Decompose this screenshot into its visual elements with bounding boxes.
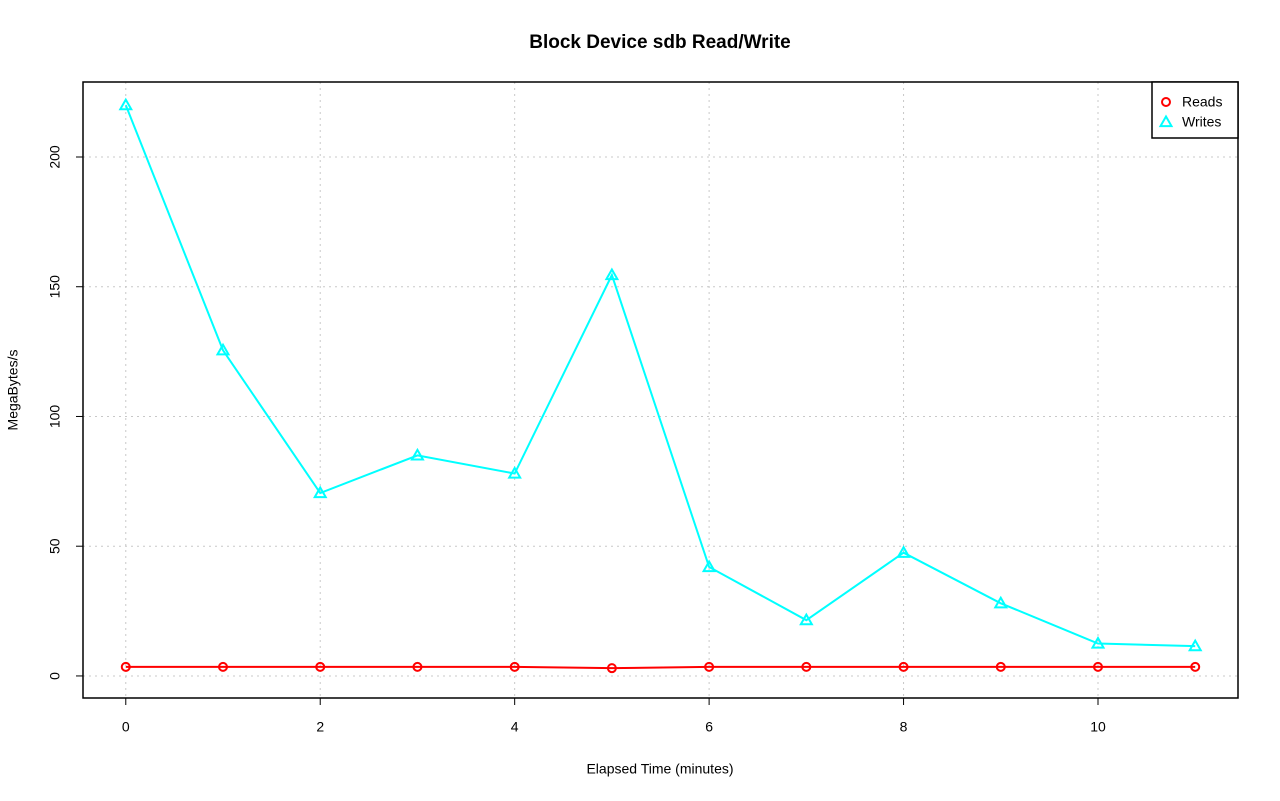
data-point: [412, 661, 423, 672]
legend-marker: [1158, 114, 1174, 128]
data-point: [509, 661, 520, 672]
data-point: [312, 485, 328, 499]
y-tick-label: 200: [47, 145, 63, 169]
x-tick-label: 6: [705, 719, 713, 735]
x-tick-label: 2: [316, 719, 324, 735]
y-tick-label: 100: [47, 405, 63, 429]
data-point: [995, 661, 1006, 672]
x-tick-label: 0: [122, 719, 130, 735]
data-point: [118, 97, 134, 111]
data-point: [704, 661, 715, 672]
data-point: [120, 661, 131, 672]
data-point: [898, 661, 909, 672]
x-tick-label: 4: [511, 719, 519, 735]
data-point: [799, 612, 814, 626]
data-point: [1090, 635, 1106, 649]
data-point: [701, 559, 717, 573]
data-point: [315, 661, 326, 672]
data-point: [801, 661, 812, 672]
legend-label: Writes: [1182, 114, 1221, 130]
data-point: [507, 466, 522, 479]
legend-box: [1151, 81, 1239, 139]
data-point: [1190, 661, 1201, 672]
data-point: [604, 267, 620, 281]
x-axis-label: Elapsed Time (minutes): [586, 761, 733, 777]
series-line: [124, 104, 1196, 648]
data-point: [215, 342, 231, 356]
data-point: [896, 545, 911, 558]
data-point: [993, 595, 1009, 609]
plot-frame: [82, 81, 1239, 699]
y-tick-label: 0: [47, 672, 63, 680]
y-axis-label: MegaBytes/s: [5, 350, 21, 431]
y-tick-label: 50: [47, 538, 63, 554]
data-point: [218, 661, 228, 672]
data-point: [606, 663, 617, 674]
legend-label: Reads: [1182, 94, 1222, 110]
legend-marker: [1161, 97, 1171, 107]
data-point: [1093, 661, 1103, 672]
data-point: [410, 447, 425, 461]
data-point: [1187, 638, 1203, 652]
chart-title: Block Device sdb Read/Write: [529, 32, 791, 53]
y-tick-label: 150: [47, 275, 63, 299]
x-tick-label: 10: [1090, 719, 1106, 735]
x-tick-label: 8: [900, 719, 908, 735]
series-line: [125, 665, 1196, 670]
